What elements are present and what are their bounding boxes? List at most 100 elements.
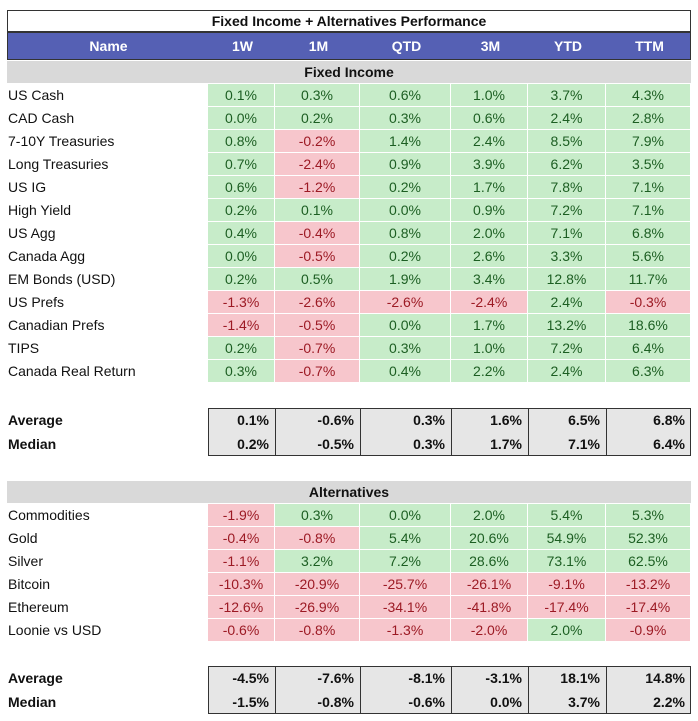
column-header-ttm: TTM bbox=[635, 38, 664, 54]
table-row: Silver -1.1% 3.2% 7.2% 28.6% 73.1% 62.5% bbox=[7, 550, 691, 573]
summary-value: -0.8% bbox=[317, 694, 354, 710]
value-cell: 3.2% bbox=[275, 550, 359, 572]
value-cell: -20.9% bbox=[275, 573, 359, 595]
value-cell: 0.2% bbox=[275, 107, 359, 129]
value-cell: 0.0% bbox=[360, 504, 450, 526]
value-cell: 6.2% bbox=[528, 153, 605, 175]
summary-value: 0.3% bbox=[413, 436, 445, 452]
value-cell: 0.5% bbox=[275, 268, 359, 290]
value-cell: 0.0% bbox=[360, 314, 450, 336]
value-cell: 28.6% bbox=[451, 550, 527, 572]
value-cell: 2.0% bbox=[451, 504, 527, 526]
value-cell: 1.0% bbox=[451, 337, 527, 359]
value-cell: 1.7% bbox=[451, 314, 527, 336]
section-header-fixed-income: Fixed Income bbox=[7, 61, 691, 83]
value-cell: -0.2% bbox=[275, 130, 359, 152]
value-cell: 13.2% bbox=[528, 314, 605, 336]
value-cell: 0.1% bbox=[275, 199, 359, 221]
value-cell: 7.2% bbox=[528, 337, 605, 359]
summary-value: -0.5% bbox=[317, 436, 354, 452]
value-cell: -0.4% bbox=[208, 527, 274, 549]
row-label: Canada Agg bbox=[8, 248, 86, 264]
summary-value: 6.8% bbox=[653, 412, 685, 428]
value-cell: 0.4% bbox=[360, 360, 450, 382]
value-cell: 3.7% bbox=[528, 84, 605, 106]
value-cell: 2.4% bbox=[528, 107, 605, 129]
section-header-alternatives: Alternatives bbox=[7, 481, 691, 503]
value-cell: 0.0% bbox=[360, 199, 450, 221]
table-row: Canada Agg 0.0% -0.5% 0.2% 2.6% 3.3% 5.6% bbox=[7, 245, 691, 268]
column-header-name: Name bbox=[89, 38, 128, 54]
value-cell: 8.5% bbox=[528, 130, 605, 152]
value-cell: 0.2% bbox=[208, 268, 274, 290]
value-cell: 3.9% bbox=[451, 153, 527, 175]
value-cell: 2.4% bbox=[451, 130, 527, 152]
summary-value: -8.1% bbox=[408, 670, 445, 686]
row-label: Canada Real Return bbox=[8, 363, 136, 379]
row-label: 7-10Y Treasuries bbox=[8, 133, 115, 149]
value-cell: 0.9% bbox=[451, 199, 527, 221]
value-cell: 62.5% bbox=[606, 550, 690, 572]
summary-label: Average bbox=[8, 412, 63, 428]
value-cell: 1.9% bbox=[360, 268, 450, 290]
value-cell: -17.4% bbox=[528, 596, 605, 618]
value-cell: 0.2% bbox=[360, 245, 450, 267]
value-cell: 7.9% bbox=[606, 130, 690, 152]
column-header-1w: 1W bbox=[232, 38, 253, 54]
summary-row-average: Average -4.5% -7.6% -8.1% -3.1% 18.1% 14.8% bbox=[7, 666, 691, 690]
table-row: Commodities -1.9% 0.3% 0.0% 2.0% 5.4% 5.3% bbox=[7, 504, 691, 527]
row-label: Bitcoin bbox=[8, 576, 51, 592]
value-cell: -26.9% bbox=[275, 596, 359, 618]
value-cell: 0.4% bbox=[208, 222, 274, 244]
value-cell: 18.6% bbox=[606, 314, 690, 336]
value-cell: 2.4% bbox=[528, 360, 605, 382]
value-cell: 2.0% bbox=[451, 222, 527, 244]
summary-value: 3.7% bbox=[568, 694, 600, 710]
table-row: High Yield 0.2% 0.1% 0.0% 0.9% 7.2% 7.1% bbox=[7, 199, 691, 222]
value-cell: -0.8% bbox=[275, 619, 359, 641]
value-cell: -9.1% bbox=[528, 573, 605, 595]
value-cell: 0.7% bbox=[208, 153, 274, 175]
table-row: Gold -0.4% -0.8% 5.4% 20.6% 54.9% 52.3% bbox=[7, 527, 691, 550]
value-cell: -2.4% bbox=[451, 291, 527, 313]
summary-label: Median bbox=[8, 436, 57, 452]
value-cell: -1.3% bbox=[208, 291, 274, 313]
row-label: Commodities bbox=[8, 507, 90, 523]
value-cell: 0.0% bbox=[208, 245, 274, 267]
summary-value: 1.6% bbox=[490, 412, 522, 428]
value-cell: -41.8% bbox=[451, 596, 527, 618]
table-row: Canada Real Return 0.3% -0.7% 0.4% 2.2% 2.4% 6… bbox=[7, 360, 691, 383]
value-cell: 11.7% bbox=[606, 268, 690, 290]
summary-value: -0.6% bbox=[408, 694, 445, 710]
summary-value: 18.1% bbox=[560, 670, 600, 686]
column-header-3m: 3M bbox=[480, 38, 501, 54]
row-label: High Yield bbox=[8, 202, 72, 218]
row-label: CAD Cash bbox=[8, 110, 75, 126]
value-cell: 2.0% bbox=[528, 619, 605, 641]
summary-value: 1.7% bbox=[490, 436, 522, 452]
summary-value: -1.5% bbox=[232, 694, 269, 710]
value-cell: -1.3% bbox=[360, 619, 450, 641]
value-cell: -2.0% bbox=[451, 619, 527, 641]
row-label: Silver bbox=[8, 553, 44, 569]
value-cell: 5.4% bbox=[528, 504, 605, 526]
table-row: US Cash 0.1% 0.3% 0.6% 1.0% 3.7% 4.3% bbox=[7, 84, 691, 107]
value-cell: 3.3% bbox=[528, 245, 605, 267]
row-label: US Prefs bbox=[8, 294, 65, 310]
value-cell: 4.3% bbox=[606, 84, 690, 106]
value-cell: 0.2% bbox=[208, 337, 274, 359]
table-row: Ethereum -12.6% -26.9% -34.1% -41.8% -17.4% -1… bbox=[7, 596, 691, 619]
value-cell: -2.4% bbox=[275, 153, 359, 175]
row-label: EM Bonds (USD) bbox=[8, 271, 116, 287]
value-cell: -0.5% bbox=[275, 245, 359, 267]
value-cell: 2.6% bbox=[451, 245, 527, 267]
value-cell: 20.6% bbox=[451, 527, 527, 549]
summary-box bbox=[208, 666, 691, 714]
summary-label: Average bbox=[8, 670, 63, 686]
row-label: Loonie vs USD bbox=[8, 622, 102, 638]
value-cell: 3.5% bbox=[606, 153, 690, 175]
table-row: EM Bonds (USD) 0.2% 0.5% 1.9% 3.4% 12.8% 11.7% bbox=[7, 268, 691, 291]
value-cell: 7.1% bbox=[606, 176, 690, 198]
value-cell: 3.4% bbox=[451, 268, 527, 290]
column-header-ytd: YTD bbox=[554, 38, 582, 54]
